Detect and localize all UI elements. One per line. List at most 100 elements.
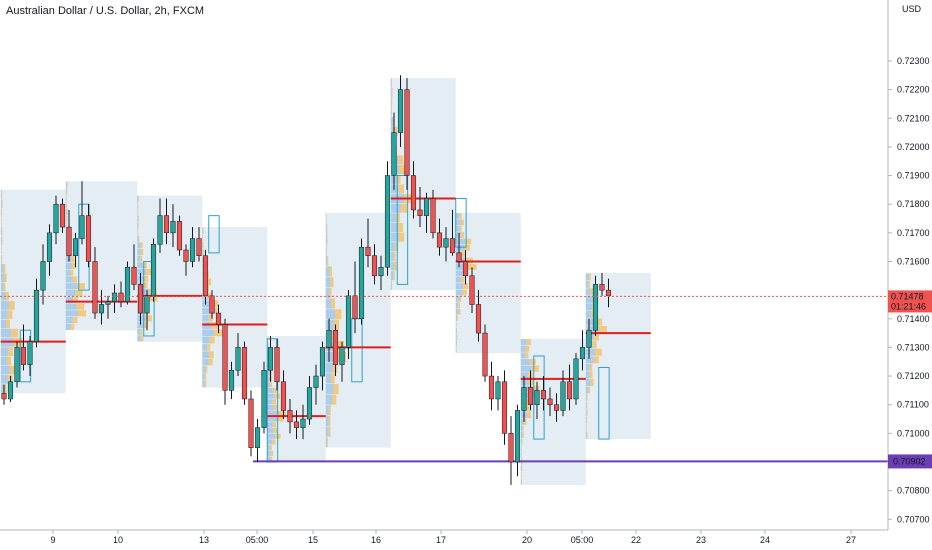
price-tick-label: 0.72200 — [897, 85, 930, 95]
time-axis-bg[interactable] — [0, 530, 932, 550]
profile-bar-down — [586, 401, 588, 409]
profile-bar-up — [202, 336, 210, 344]
candle-down — [280, 381, 287, 411]
price-tick-label: 0.70700 — [897, 514, 930, 524]
profile-bar-up — [325, 234, 327, 245]
profile-bar-down — [5, 291, 9, 301]
profile-bar-down — [66, 208, 68, 215]
profile-bar-down — [333, 319, 340, 330]
time-tick-label: 05:00 — [246, 535, 269, 545]
profile-bar-up — [0, 282, 4, 292]
candle-down — [293, 421, 300, 428]
profile-bar-down — [529, 359, 536, 366]
profile-bar-down — [586, 431, 588, 439]
candle-down — [469, 275, 475, 305]
candle-up — [521, 387, 527, 411]
profile-bar-up — [520, 418, 525, 425]
profile-bar-up — [520, 425, 523, 432]
profile-bar-up — [202, 241, 204, 249]
profile-bar-up — [0, 254, 2, 264]
profile-bar-up — [65, 195, 67, 202]
candle-down — [482, 332, 488, 377]
profile-bar-down — [212, 322, 219, 329]
price-tick-label: 0.71100 — [897, 400, 929, 410]
profile-bar-down — [205, 365, 208, 373]
profile-bar-up — [137, 288, 149, 295]
profile-bar-up — [137, 249, 141, 256]
profile-bar-up — [0, 365, 10, 375]
profile-bar-up — [0, 356, 7, 366]
candle-up — [150, 244, 157, 297]
profile-bar-down — [272, 439, 276, 445]
candle-up — [423, 198, 430, 216]
profile-bar-down — [590, 310, 595, 318]
price-tick-label: 0.71300 — [897, 342, 930, 352]
candle-down — [501, 381, 508, 434]
profile-bar-up — [325, 405, 329, 416]
profile-bar-up — [202, 234, 203, 242]
candle-down — [371, 255, 378, 277]
candle-down — [352, 295, 358, 320]
candle-up — [40, 261, 46, 291]
profile-bar-up — [455, 296, 459, 302]
profile-bar-up — [202, 358, 209, 366]
profile-bar-up — [65, 323, 71, 330]
price-tick-label: 0.72300 — [897, 56, 930, 66]
last-price-value: 0.71478 — [891, 291, 924, 301]
profile-bar-down — [400, 203, 407, 213]
candle-up — [124, 266, 131, 302]
profile-bar-down — [590, 378, 594, 386]
candle-up — [79, 215, 85, 239]
candle-down — [241, 347, 248, 400]
price-tick-label: 0.72000 — [897, 142, 930, 152]
profile-bar-down — [328, 426, 331, 437]
profile-bar-down — [593, 333, 599, 341]
candle-up — [384, 175, 391, 268]
profile-bar-up — [202, 365, 206, 373]
profile-bar-up — [137, 328, 141, 335]
profile-bar-up — [325, 362, 333, 373]
candle-up — [345, 295, 352, 348]
candle-up — [397, 89, 404, 133]
profile-bar-up — [585, 431, 587, 439]
profile-bar-up — [267, 399, 273, 405]
time-tick-label: 05:00 — [571, 535, 594, 545]
profile-bar-up — [390, 261, 395, 271]
profile-bar-down — [398, 184, 404, 194]
profile-bar-down — [273, 404, 278, 411]
profile-bar-down — [66, 188, 68, 195]
profile-bar-down — [72, 262, 77, 269]
profile-bar-up — [137, 195, 139, 202]
price-tick-label: 0.71800 — [897, 199, 930, 209]
profile-bar-down — [9, 365, 16, 375]
profile-bar-up — [585, 363, 590, 371]
profile-bar-down — [270, 382, 272, 388]
candle-down — [274, 347, 280, 383]
candle-down — [287, 410, 293, 423]
candle-down — [599, 284, 605, 291]
candle-down — [553, 404, 560, 411]
time-axis-ticks: 9 10 13 05:00 15 16 17 20 05:00 22 23 24 27 — [50, 530, 856, 545]
candle-down — [209, 295, 215, 314]
profile-bar-down — [329, 287, 332, 298]
profile-bar-up — [520, 432, 523, 439]
profile-bar-down — [77, 283, 85, 290]
profile-bar-down — [332, 394, 337, 405]
profile-bar-up — [267, 364, 269, 371]
profile-bar-up — [0, 190, 2, 199]
profile-bar-up — [0, 227, 2, 236]
profile-bar-down — [270, 376, 273, 382]
profile-bar-up — [455, 264, 469, 270]
profile-bar-down — [588, 280, 590, 288]
profile-bar-up — [325, 287, 330, 298]
price-tick-label: 0.71900 — [897, 171, 930, 181]
candle-down — [410, 175, 417, 211]
profile-bar-down — [331, 298, 335, 309]
profile-bar-down — [460, 219, 464, 226]
currency-label: USD — [902, 4, 922, 14]
candle-up — [33, 289, 40, 342]
candle-up — [228, 370, 235, 391]
profile-bar-down — [4, 384, 7, 393]
profile-bar-down — [1, 190, 3, 199]
